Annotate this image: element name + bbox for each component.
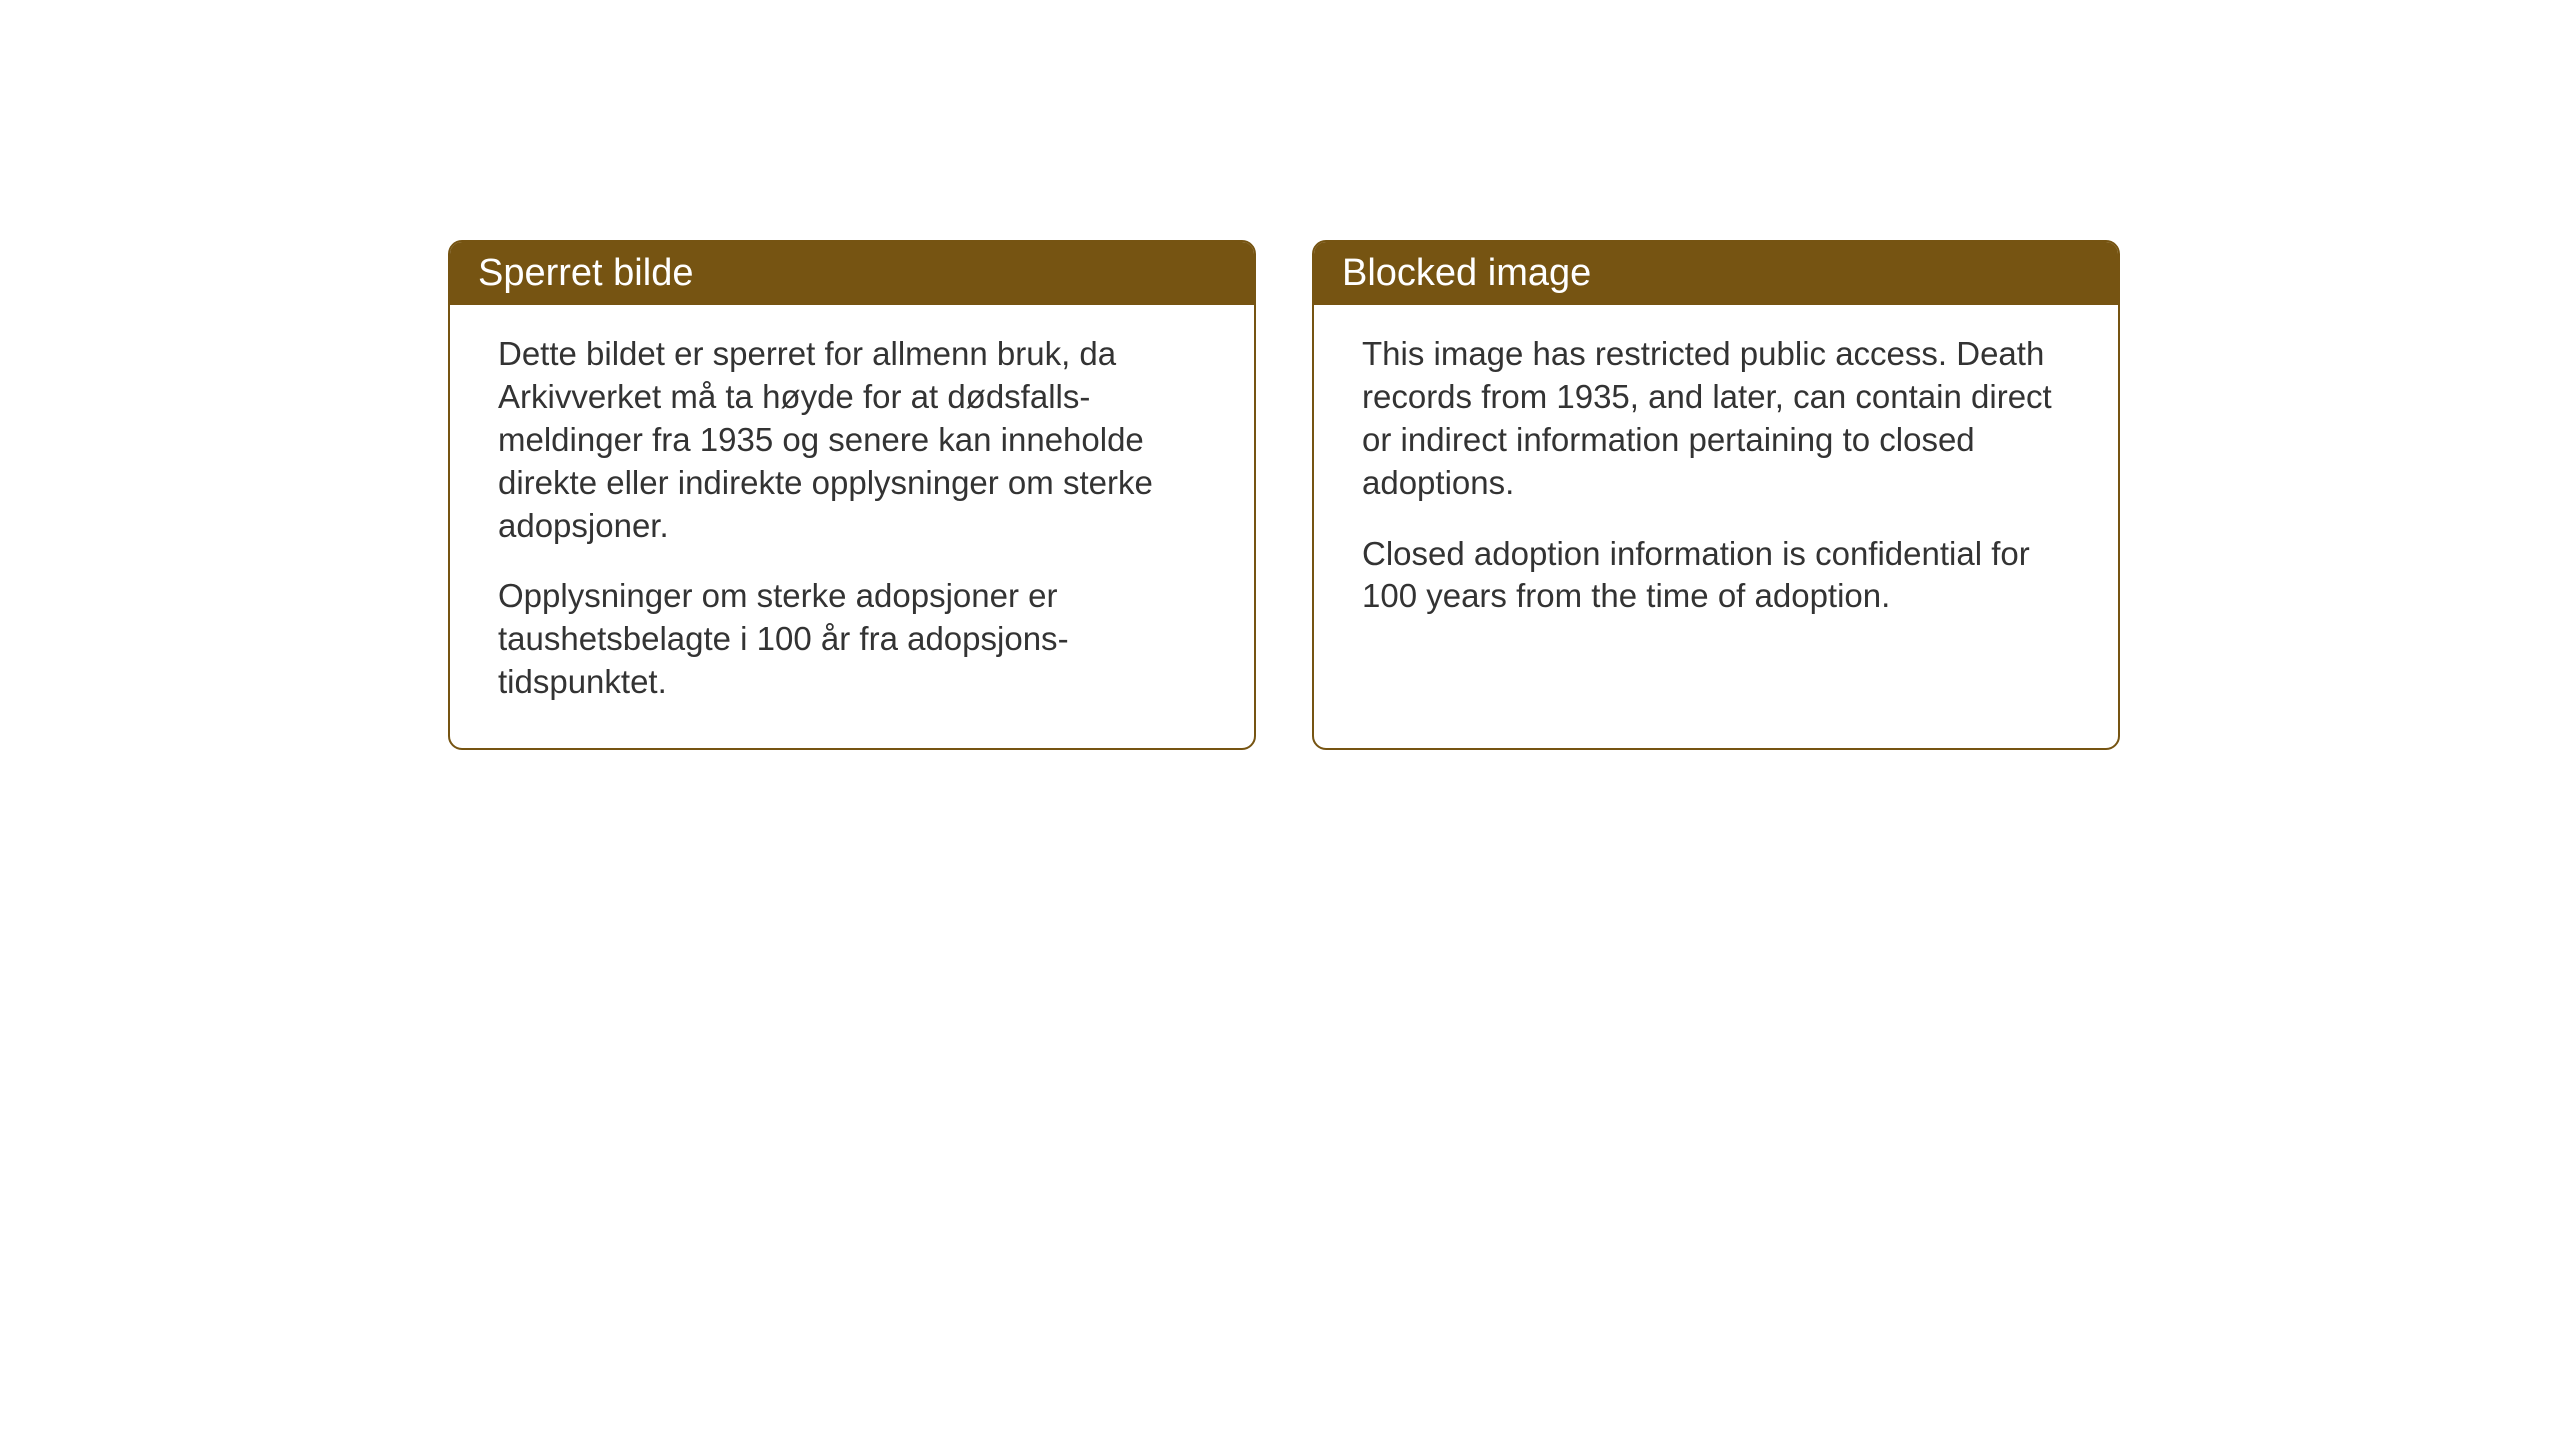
- card-header-english: Blocked image: [1314, 242, 2118, 305]
- card-title: Blocked image: [1342, 252, 1591, 294]
- card-paragraph: Closed adoption information is confident…: [1362, 533, 2070, 619]
- notice-card-norwegian: Sperret bilde Dette bildet er sperret fo…: [448, 240, 1256, 750]
- notice-container: Sperret bilde Dette bildet er sperret fo…: [448, 240, 2120, 750]
- card-title: Sperret bilde: [478, 252, 693, 294]
- card-body-english: This image has restricted public access.…: [1314, 305, 2118, 662]
- card-paragraph: Dette bildet er sperret for allmenn bruk…: [498, 333, 1206, 547]
- card-paragraph: Opplysninger om sterke adopsjoner er tau…: [498, 575, 1206, 704]
- card-header-norwegian: Sperret bilde: [450, 242, 1254, 305]
- card-body-norwegian: Dette bildet er sperret for allmenn bruk…: [450, 305, 1254, 748]
- card-paragraph: This image has restricted public access.…: [1362, 333, 2070, 505]
- notice-card-english: Blocked image This image has restricted …: [1312, 240, 2120, 750]
